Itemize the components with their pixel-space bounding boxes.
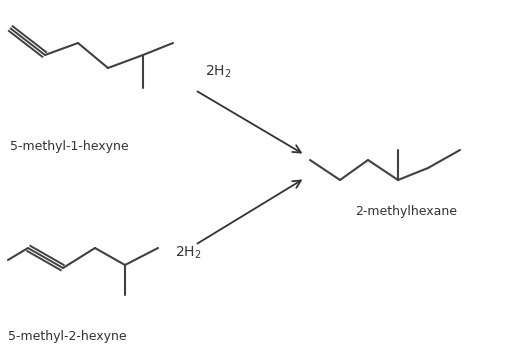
Text: 2-methylhexane: 2-methylhexane [355, 205, 457, 218]
Text: 2H$_2$: 2H$_2$ [175, 245, 201, 261]
Text: 5-methyl-1-hexyne: 5-methyl-1-hexyne [10, 140, 129, 153]
Text: 5-methyl-2-hexyne: 5-methyl-2-hexyne [8, 330, 127, 343]
Text: 2H$_2$: 2H$_2$ [205, 64, 232, 80]
